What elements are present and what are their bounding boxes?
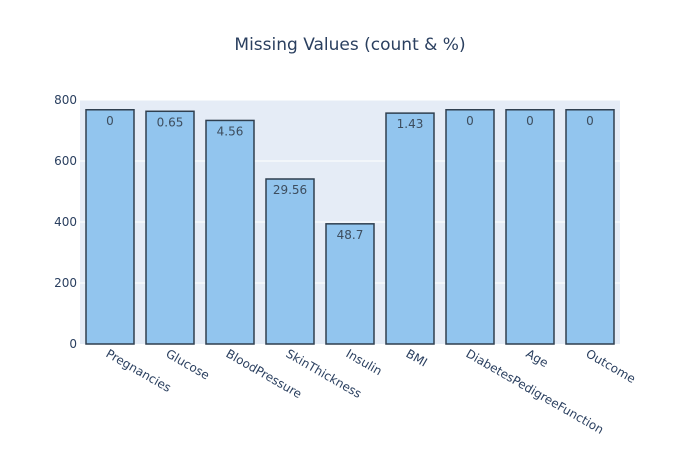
- data-label: 0.65: [157, 115, 184, 129]
- bar: [85, 109, 135, 345]
- data-label: 1.43: [397, 117, 424, 131]
- data-label: 0: [586, 114, 594, 128]
- y-tick-label: 400: [54, 215, 77, 229]
- bar: [145, 110, 195, 345]
- bar: [505, 109, 555, 345]
- y-tick-label: 200: [54, 276, 77, 290]
- data-label: 29.56: [273, 183, 307, 197]
- y-tick-label: 800: [54, 93, 77, 107]
- bar: [385, 112, 435, 345]
- bar: [565, 109, 615, 345]
- data-label: 0: [526, 114, 534, 128]
- data-label: 48.7: [337, 228, 364, 242]
- bar: [445, 109, 495, 345]
- bar: [325, 223, 375, 345]
- y-tick-label: 0: [69, 337, 77, 351]
- bar: [205, 119, 255, 345]
- data-label: 0: [466, 114, 474, 128]
- chart-title: Missing Values (count & %): [234, 35, 465, 55]
- y-axis-ticks: 0 200 400 600 800: [54, 93, 77, 351]
- bar: [265, 178, 315, 345]
- data-label: 0: [106, 114, 114, 128]
- data-labels: 0 0.65 4.56 29.56 48.7 1.43 0 0 0: [106, 114, 594, 242]
- data-label: 4.56: [217, 124, 244, 138]
- y-tick-label: 600: [54, 154, 77, 168]
- bars: [85, 109, 615, 345]
